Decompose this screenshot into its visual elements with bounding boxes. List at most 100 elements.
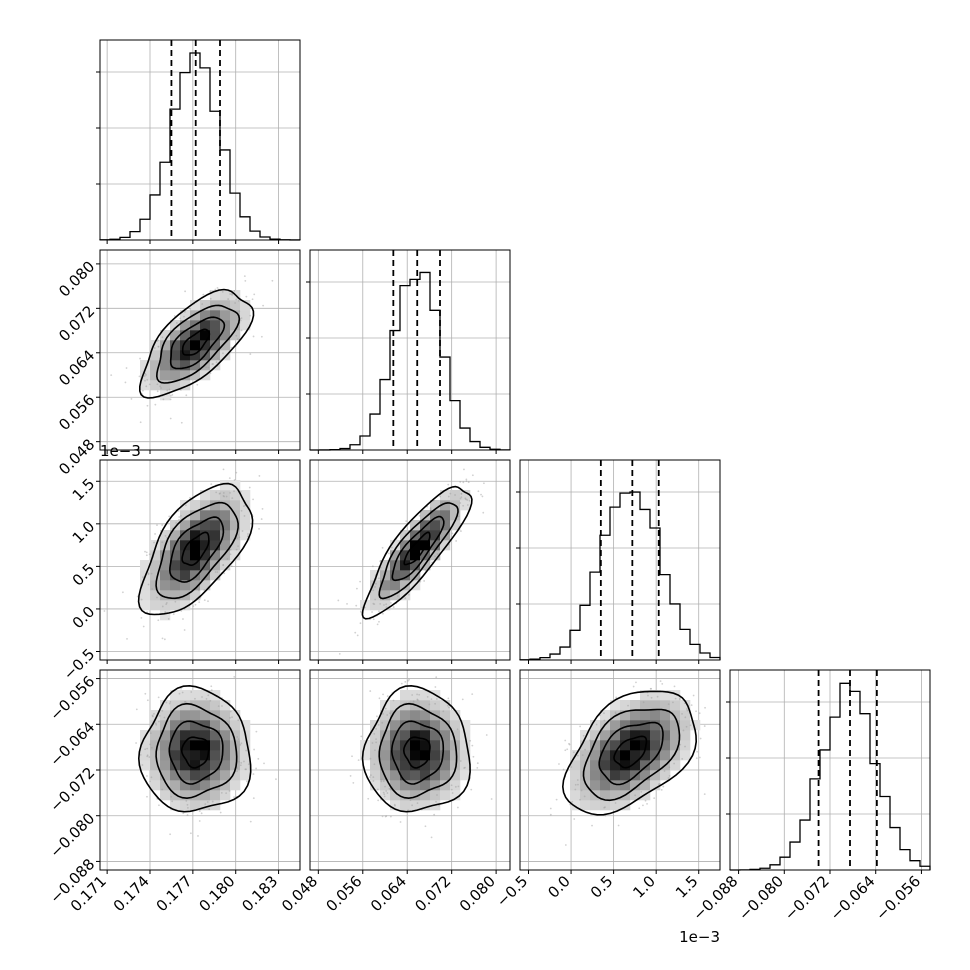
scatter-point	[170, 795, 173, 798]
scatter-point	[704, 706, 706, 709]
hist2d-cell	[200, 510, 211, 521]
scatter-point	[189, 832, 192, 835]
hist2d-cell	[230, 320, 241, 331]
scatter-point	[466, 504, 469, 506]
scatter-point	[360, 735, 363, 738]
hist2d-cell	[200, 750, 211, 761]
scatter-point	[226, 558, 229, 560]
hist2d-cell	[220, 780, 231, 791]
hist2d-cell	[410, 560, 421, 571]
hist2d-cell	[220, 790, 231, 801]
scatter-point	[435, 676, 438, 679]
hist2d-cell	[670, 700, 681, 711]
panel-frame	[99, 669, 301, 871]
hist2d-cell	[420, 800, 431, 811]
scatter-point	[408, 701, 411, 704]
scatter-point	[201, 696, 203, 698]
hist2d-cell	[220, 330, 231, 341]
scatter-point	[238, 536, 241, 539]
hist2d-cell	[390, 570, 401, 581]
panel-0-0	[96, 39, 301, 244]
hist2d-cell	[210, 530, 221, 541]
y-tick-label: −0.064	[46, 718, 98, 770]
hist2d-cell	[210, 570, 221, 581]
hist2d-cell	[210, 760, 221, 771]
hist2d-cell	[670, 740, 681, 751]
scatter-point	[379, 602, 382, 605]
hist2d-cell	[370, 580, 381, 591]
scatter-point	[378, 610, 380, 613]
y-offset-label: 1e−3	[100, 442, 141, 460]
hist2d-cell	[390, 720, 401, 731]
contour	[181, 736, 210, 769]
contour	[181, 531, 210, 567]
hist2d-cell	[680, 740, 691, 751]
hist2d-cell	[430, 760, 441, 771]
scatter-point	[189, 496, 191, 499]
hist2d-cell	[230, 710, 241, 721]
hist2d-cell	[590, 750, 601, 761]
hist2d-cell	[420, 730, 431, 741]
hist2d-cell	[380, 580, 391, 591]
hist2d-cell	[150, 580, 161, 591]
scatter-point	[428, 703, 431, 706]
hist2d-cell	[400, 700, 411, 711]
scatter-point	[197, 589, 200, 592]
hist2d-cell	[590, 800, 601, 811]
hist2d-cell	[220, 520, 231, 531]
scatter-point	[184, 290, 187, 293]
hist2d-cell	[240, 300, 251, 311]
scatter-point	[162, 398, 165, 401]
scatter-point	[385, 815, 388, 817]
scatter-point	[407, 809, 410, 812]
hist2d-cell	[230, 490, 241, 501]
hist2d-cell	[620, 730, 631, 741]
hist2d-cell	[590, 770, 601, 781]
scatter-point	[172, 613, 175, 616]
hist2d-cell	[150, 770, 161, 781]
scatter-point	[140, 617, 143, 619]
scatter-point	[145, 554, 148, 557]
y-tick-label: −0.072	[46, 764, 98, 816]
hist2d-cell	[210, 330, 221, 341]
scatter-point	[549, 807, 552, 810]
scatter-point	[447, 483, 450, 486]
scatter-point	[161, 336, 164, 339]
hist2d-cell	[460, 770, 471, 781]
hist2d-cell	[220, 500, 231, 511]
scatter-point	[161, 637, 164, 640]
scatter-point	[260, 335, 263, 338]
scatter-point	[356, 587, 358, 590]
scatter-point	[146, 755, 149, 758]
hist2d-cell	[400, 770, 411, 781]
hist2d-cell	[150, 780, 161, 791]
hist2d-cell	[210, 290, 221, 301]
hist2d-cell	[160, 340, 171, 351]
hist2d-cell	[180, 580, 191, 591]
hist2d-cell	[220, 750, 231, 761]
scatter-point	[157, 619, 160, 622]
scatter-point	[369, 690, 372, 692]
scatter-point	[180, 515, 182, 517]
hist2d-cell	[390, 540, 401, 551]
hist2d-cell	[440, 750, 451, 761]
grid	[520, 460, 720, 660]
hist2d-cell	[230, 330, 241, 341]
scatter-point	[145, 374, 147, 376]
scatter-point	[233, 490, 235, 493]
hist2d-cell	[630, 790, 641, 801]
hist2d-cell	[150, 540, 161, 551]
contour	[137, 482, 254, 616]
scatter-point	[175, 522, 177, 524]
scatter-point	[139, 357, 141, 360]
scatter-point	[658, 783, 661, 785]
scatter-point	[385, 790, 388, 792]
hist2d-cell	[150, 750, 161, 761]
scatter-point	[703, 725, 706, 727]
hist2d-cell	[410, 690, 421, 701]
scatter-point	[194, 697, 196, 700]
scatter-point	[165, 603, 168, 606]
hist2d-cell	[200, 550, 211, 561]
